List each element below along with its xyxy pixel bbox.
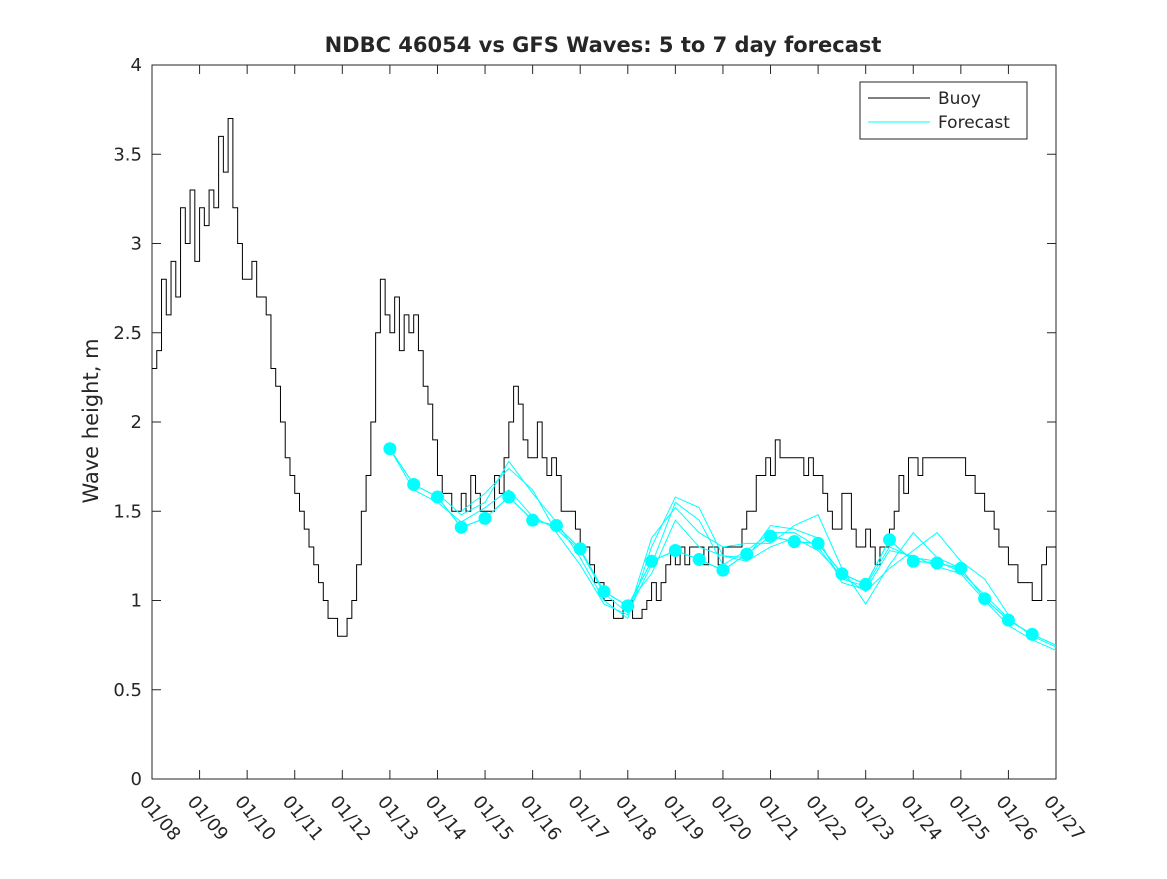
forecast-ensemble-line xyxy=(460,467,962,616)
forecast-point xyxy=(549,519,563,533)
y-axis-label: Wave height, m xyxy=(79,338,103,503)
y-tick-label: 0 xyxy=(131,769,142,790)
forecast-point xyxy=(573,542,587,556)
forecast-point xyxy=(764,529,778,543)
forecast-point xyxy=(621,599,635,613)
forecast-point xyxy=(383,442,397,456)
y-tick-label: 4 xyxy=(131,55,142,76)
forecast-point xyxy=(478,511,492,525)
forecast-point xyxy=(787,535,801,549)
forecast-point xyxy=(645,554,659,568)
forecast-point xyxy=(882,533,896,547)
forecast-point xyxy=(668,544,682,558)
y-tick-label: 3 xyxy=(131,234,142,255)
chart-title: NDBC 46054 vs GFS Waves: 5 to 7 day fore… xyxy=(325,33,882,57)
forecast-ensemble-line xyxy=(627,519,1009,616)
forecast-point xyxy=(597,585,611,599)
legend-label-forecast: Forecast xyxy=(938,113,1010,133)
forecast-point xyxy=(740,547,754,561)
y-tick-label: 3.5 xyxy=(113,144,142,165)
forecast-point xyxy=(906,554,920,568)
forecast-point xyxy=(454,520,468,534)
legend-box xyxy=(859,81,1028,140)
legend-label-buoy: Buoy xyxy=(938,89,981,109)
forecast-point xyxy=(407,477,421,491)
y-tick-label: 2.5 xyxy=(113,323,142,344)
forecast-point xyxy=(978,592,992,606)
forecast-point xyxy=(1025,627,1039,641)
forecast-point xyxy=(835,567,849,581)
forecast-point xyxy=(954,561,968,575)
y-tick-label: 0.5 xyxy=(113,680,142,701)
forecast-point xyxy=(692,552,706,566)
forecast-point xyxy=(930,556,944,570)
forecast-point xyxy=(859,577,873,591)
y-tick-label: 2 xyxy=(131,412,142,433)
forecast-point xyxy=(502,490,516,504)
forecast-point xyxy=(526,513,540,527)
forecast-point xyxy=(1001,613,1015,627)
forecast-point xyxy=(811,536,825,550)
forecast-point xyxy=(716,563,730,577)
forecast-point xyxy=(430,490,444,504)
legend: Buoy Forecast xyxy=(859,81,1028,140)
y-tick-label: 1 xyxy=(131,591,142,612)
y-tick-label: 1.5 xyxy=(113,501,142,522)
